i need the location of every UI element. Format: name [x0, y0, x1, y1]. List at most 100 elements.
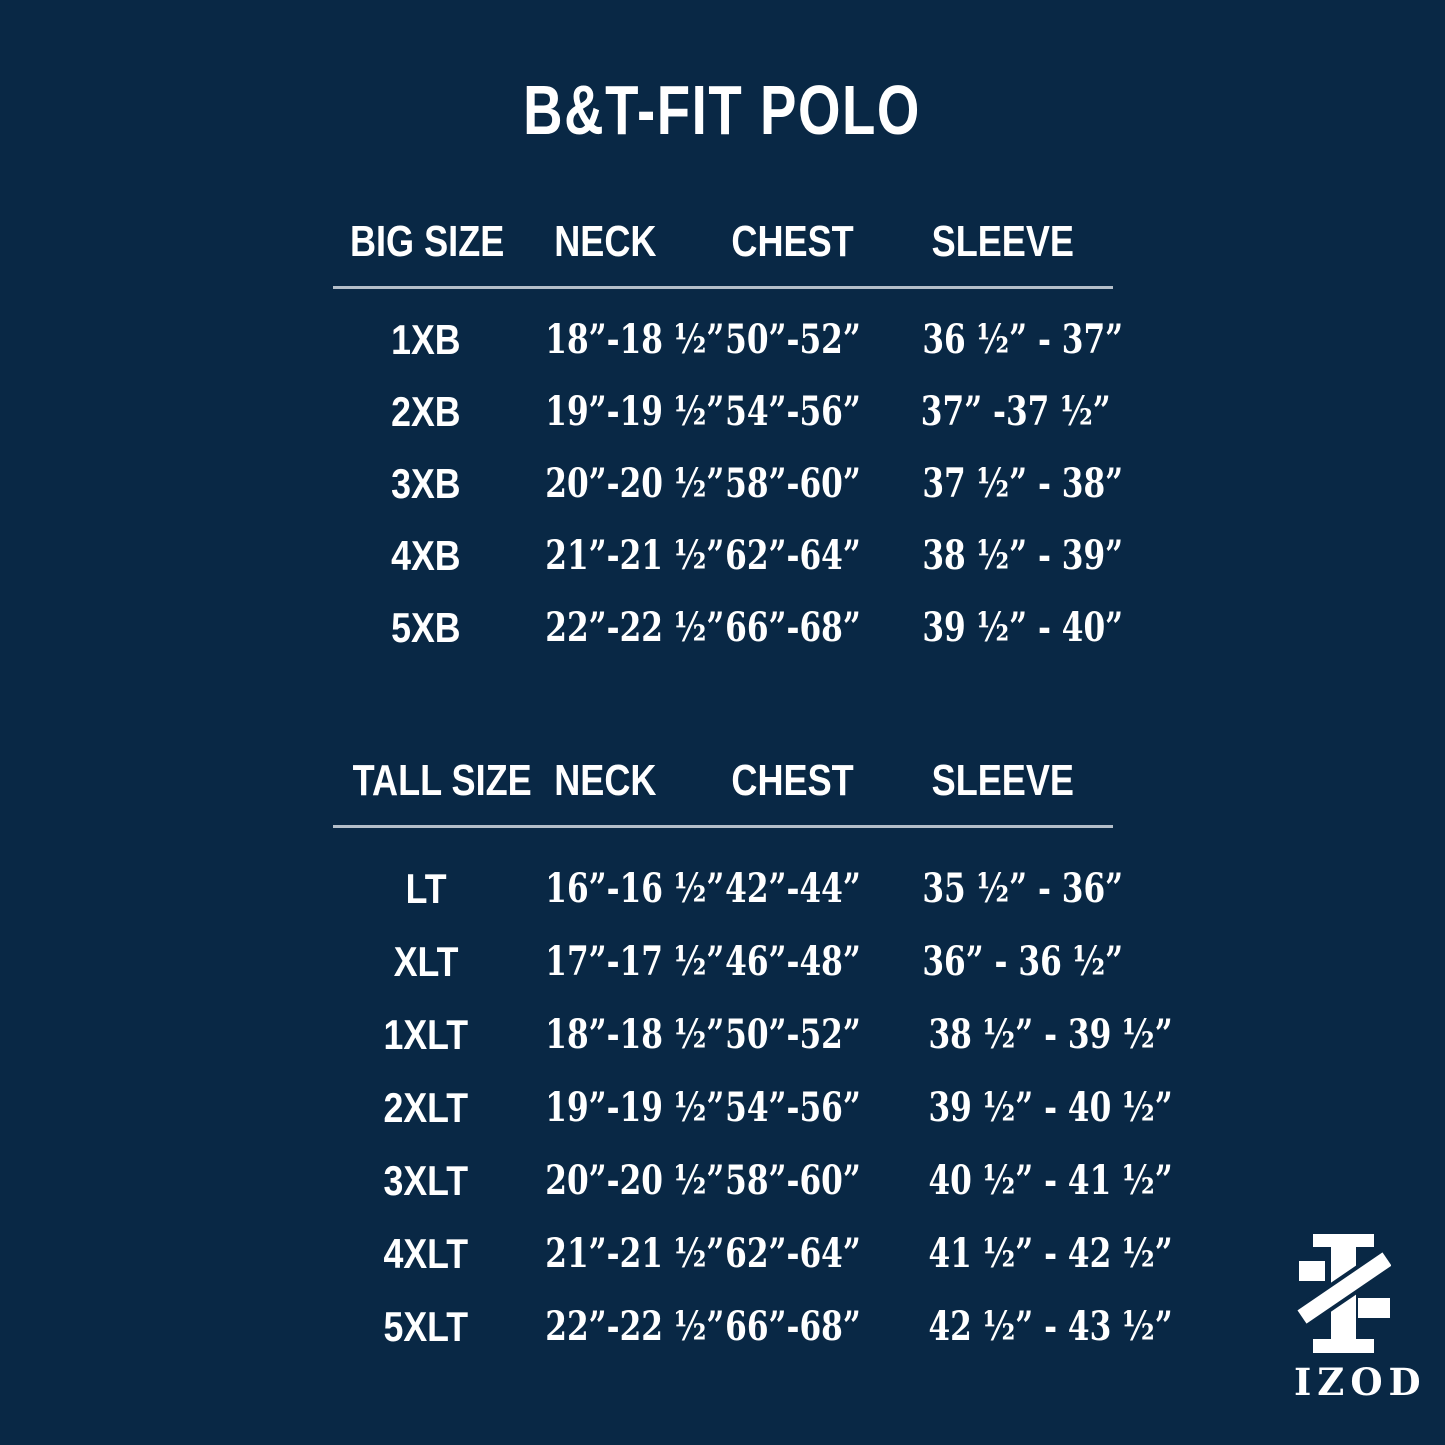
sleeve-value: 39 ½” - 40 ½”	[928, 1083, 1173, 1131]
chest-cell: 58”-60”	[691, 464, 894, 504]
column-header-text: NECK	[554, 756, 657, 805]
size-cell: 5XLT	[333, 1302, 520, 1350]
sleeve-value: 39 ½” - 40”	[922, 604, 1124, 651]
column-header: NECK	[520, 220, 692, 264]
neck-value: 16”-16 ½”	[544, 864, 725, 912]
sleeve-cell: 37 ½” - 38”	[894, 464, 1123, 504]
table-row: 5XLT 22”-22 ½” 66”-68” 42 ½” - 43 ½”	[333, 1290, 1173, 1363]
size-cell: XLT	[333, 937, 520, 985]
size-label: 5XLT	[383, 1302, 469, 1350]
chest-cell: 42”-44”	[691, 868, 894, 909]
table-row: 4XB 21”-21 ½” 62”-64” 38 ½” - 39”	[333, 520, 1123, 592]
neck-cell: 21”-21 ½”	[520, 536, 724, 576]
neck-cell: 18”-18 ½”	[520, 320, 724, 360]
neck-cell: 22”-22 ½”	[520, 608, 724, 648]
size-cell: 4XB	[333, 535, 520, 577]
column-header-text: NECK	[554, 217, 657, 266]
neck-cell: 20”-20 ½”	[520, 464, 724, 504]
chest-value: 58”-60”	[724, 1156, 861, 1204]
neck-value: 22”-22 ½”	[544, 604, 725, 651]
iz-monogram-icon	[1297, 1234, 1391, 1353]
sleeve-value: 38 ½” - 39 ½”	[928, 1010, 1173, 1058]
chest-value: 58”-60”	[724, 460, 861, 507]
chest-cell: 58”-60”	[691, 1156, 894, 1204]
neck-value: 21”-21 ½”	[544, 532, 725, 579]
neck-value: 21”-21 ½”	[544, 1229, 725, 1277]
big-size-table-body: 1XB 18”-18 ½” 50”-52” 36 ½” - 37” 2XB 19…	[333, 304, 1123, 664]
header-divider-line	[332, 286, 1113, 289]
table-row: LT 16”-16 ½” 42”-44” 35 ½” - 36”	[333, 852, 1124, 925]
neck-cell: 20”-20 ½”	[520, 1160, 724, 1201]
size-cell: 2XLT	[333, 1083, 520, 1131]
size-label: XLT	[393, 937, 459, 985]
chest-value: 62”-64”	[724, 532, 861, 579]
big-size-table: BIG SIZE NECK CHEST SLEEVE 1XB	[332, 220, 1123, 664]
table-row: XLT 17”-17 ½” 46”-48” 36” - 36 ½”	[333, 925, 1124, 998]
size-label: 4XB	[391, 532, 461, 579]
sleeve-value: 37” -37 ½”	[920, 388, 1111, 435]
header-divider-line	[332, 825, 1113, 828]
column-header: TALL SIZE	[333, 759, 531, 803]
column-header: NECK	[520, 759, 692, 803]
column-header: CHEST	[691, 220, 894, 264]
chest-value: 50”-52”	[724, 1010, 861, 1058]
column-header-text: SLEEVE	[932, 217, 1075, 266]
size-label: 2XLT	[383, 1083, 469, 1131]
sleeve-value: 36 ½” - 37”	[922, 316, 1124, 363]
chest-value: 50”-52”	[724, 316, 861, 363]
izod-logo: IZOD	[1288, 1234, 1421, 1401]
neck-value: 18”-18 ½”	[544, 316, 725, 363]
table-row: 5XB 22”-22 ½” 66”-68” 39 ½” - 40”	[333, 592, 1123, 664]
chest-cell: 54”-56”	[691, 392, 894, 432]
size-label: LT	[405, 864, 447, 912]
table-row: 2XB 19”-19 ½” 54”-56” 37” -37 ½”	[333, 376, 1113, 448]
neck-value: 20”-20 ½”	[544, 460, 725, 507]
sleeve-value: 35 ½” - 36”	[922, 864, 1124, 912]
size-cell: 3XLT	[333, 1159, 520, 1202]
page-title: B&T-FIT POLO	[0, 0, 1445, 145]
size-label: 2XB	[391, 388, 461, 435]
tall-size-table-body: LT 16”-16 ½” 42”-44” 35 ½” - 36” XLT 17”…	[333, 852, 1173, 1363]
neck-value: 18”-18 ½”	[544, 1010, 725, 1058]
chest-cell: 46”-48”	[691, 937, 894, 985]
chest-cell: 50”-52”	[691, 320, 894, 360]
sleeve-cell: 38 ½” - 39 ½”	[894, 1014, 1173, 1055]
sleeve-value: 41 ½” - 42 ½”	[928, 1229, 1173, 1277]
column-header: CHEST	[691, 759, 894, 803]
chest-cell: 54”-56”	[691, 1083, 894, 1131]
column-header-text: CHEST	[731, 756, 854, 805]
column-header-text: CHEST	[731, 217, 854, 266]
neck-value: 17”-17 ½”	[544, 937, 725, 985]
size-cell: 3XB	[333, 463, 520, 505]
neck-cell: 22”-22 ½”	[520, 1306, 724, 1347]
sleeve-cell: 36” - 36 ½”	[894, 941, 1123, 982]
size-cell: 5XB	[333, 607, 520, 649]
chest-value: 66”-68”	[724, 604, 861, 651]
size-label: 1XB	[391, 316, 461, 363]
column-header: SLEEVE	[894, 220, 1112, 264]
size-cell: LT	[333, 864, 520, 912]
size-cell: 4XLT	[333, 1232, 520, 1275]
neck-cell: 19”-19 ½”	[520, 1087, 724, 1128]
table-row: 4XLT 21”-21 ½” 62”-64” 41 ½” - 42 ½”	[333, 1217, 1173, 1290]
chest-value: 54”-56”	[724, 388, 861, 435]
chest-value: 66”-68”	[724, 1302, 861, 1350]
column-header-text: TALL SIZE	[352, 756, 532, 805]
sleeve-value: 42 ½” - 43 ½”	[928, 1302, 1173, 1350]
table-row: 3XLT 20”-20 ½” 58”-60” 40 ½” - 41 ½”	[333, 1144, 1173, 1217]
chest-value: 46”-48”	[724, 937, 861, 985]
neck-value: 22”-22 ½”	[544, 1302, 725, 1350]
page-title-text: B&T-FIT POLO	[523, 71, 922, 149]
chest-value: 54”-56”	[724, 1083, 861, 1131]
neck-value: 19”-19 ½”	[544, 1083, 725, 1131]
tall-size-table-header: TALL SIZE NECK CHEST SLEEVE	[333, 759, 1113, 803]
sleeve-cell: 39 ½” - 40 ½”	[894, 1087, 1173, 1128]
column-header: BIG SIZE	[333, 220, 520, 264]
chest-cell: 66”-68”	[691, 1302, 894, 1350]
sleeve-cell: 36 ½” - 37”	[894, 320, 1123, 360]
big-size-table-header: BIG SIZE NECK CHEST SLEEVE	[333, 220, 1113, 264]
table-row: 3XB 20”-20 ½” 58”-60” 37 ½” - 38”	[333, 448, 1123, 520]
sleeve-cell: 41 ½” - 42 ½”	[894, 1233, 1173, 1274]
tall-size-table: TALL SIZE NECK CHEST SLEEVE LT	[332, 759, 1173, 1363]
sleeve-cell: 42 ½” - 43 ½”	[894, 1306, 1173, 1347]
